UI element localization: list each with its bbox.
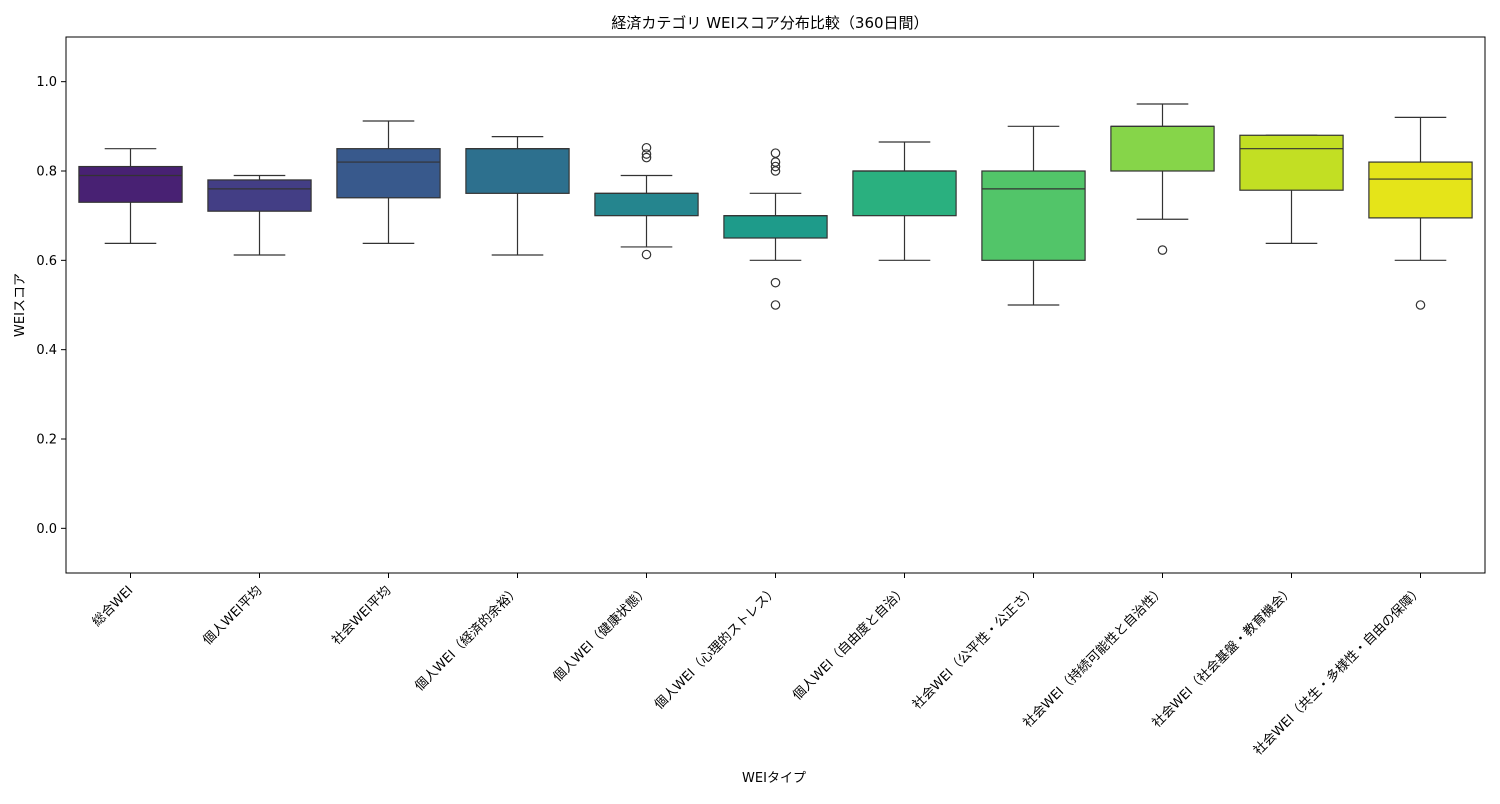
box-group xyxy=(1110,103,1215,255)
box-group xyxy=(78,148,183,244)
plot-frame xyxy=(65,36,1486,574)
box-group xyxy=(336,120,441,244)
outlier-point xyxy=(641,149,652,159)
box-group xyxy=(594,142,699,260)
chart-title: 経済カテゴリ WEIスコア分布比較（360日間） xyxy=(611,14,928,32)
x-tick-label: 個人WEI（経済的余裕） xyxy=(412,583,524,695)
box-iqr xyxy=(207,179,312,212)
x-tick-label: 個人WEI平均 xyxy=(200,583,265,648)
box-iqr xyxy=(852,170,957,217)
x-tick-label: 社会WEI平均 xyxy=(329,583,395,649)
box-iqr xyxy=(1239,134,1344,191)
outlier-point xyxy=(770,277,781,288)
y-tick-label: 0.0 xyxy=(36,522,57,537)
x-tick-label: 総合WEI xyxy=(90,583,137,630)
outlier-point xyxy=(770,300,781,310)
outlier-point xyxy=(1415,300,1426,310)
box-group xyxy=(981,125,1086,306)
box-group xyxy=(723,148,828,310)
x-tick-label: 社会WEI（公平性・公正さ） xyxy=(909,583,1039,713)
box-group xyxy=(1239,134,1344,244)
x-axis-label: WEIタイプ xyxy=(742,771,806,786)
outlier-point xyxy=(641,142,652,153)
box-group xyxy=(465,136,570,256)
outlier-point xyxy=(770,161,781,172)
box-iqr xyxy=(465,148,570,194)
box-iqr xyxy=(1368,161,1473,219)
box-iqr xyxy=(336,148,441,199)
box-iqr xyxy=(723,215,828,239)
x-tick-label: 個人WEI（心理的ストレス） xyxy=(651,583,781,713)
box-iqr xyxy=(594,192,699,217)
outlier-point xyxy=(1157,245,1168,255)
box-iqr xyxy=(981,170,1086,261)
y-tick-label: 0.6 xyxy=(36,254,57,269)
y-tick-label: 0.8 xyxy=(36,165,57,180)
outlier-point xyxy=(641,249,652,260)
outlier-point xyxy=(770,148,781,158)
x-tick-label: 個人WEI（健康状態） xyxy=(550,583,652,685)
y-tick-label: 0.2 xyxy=(36,433,57,448)
x-tick-label: 社会WEI（社会基盤・教育機会） xyxy=(1149,583,1297,731)
box-iqr xyxy=(1110,125,1215,172)
box-group xyxy=(207,174,312,256)
x-tick-label: 個人WEI（自由度と自治） xyxy=(789,583,910,704)
y-tick-label: 1.0 xyxy=(36,75,57,90)
outlier-point xyxy=(641,152,652,163)
box-group xyxy=(852,141,957,261)
y-axis-label: WEIスコア xyxy=(13,273,28,337)
box-group xyxy=(1368,116,1473,310)
y-tick-label: 0.4 xyxy=(36,343,57,358)
plot-area xyxy=(61,81,1473,578)
box-iqr xyxy=(78,165,183,203)
x-tick-label: 社会WEI（持続可能性と自治性） xyxy=(1020,583,1168,731)
